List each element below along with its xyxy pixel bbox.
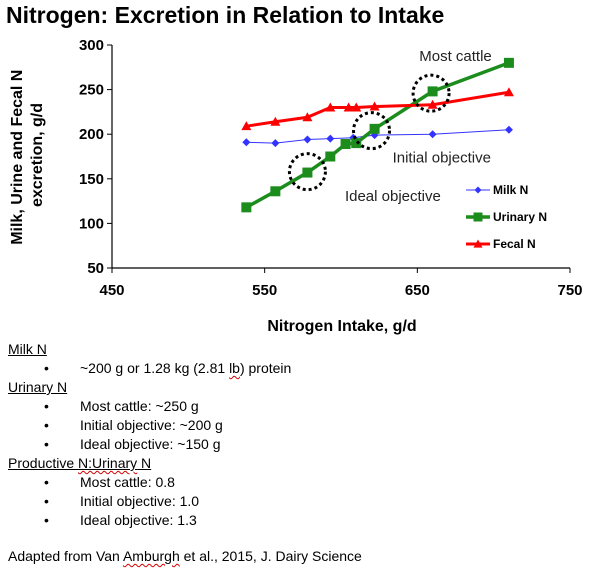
y-tick-label: 150 [79,171,104,188]
productive-n-heading: Productive N:Urinary N [8,454,291,473]
urinary-n-heading: Urinary N [8,379,68,395]
legend-item-fecal-n: Fecal N [466,237,536,251]
data-point-urinary-n [325,151,336,162]
excretion-chart: 50 100 150 200 250 300 450 550 650 750 Milk, Uri… [9,37,583,335]
data-point-milk-n [504,125,513,134]
legend-marker [474,186,482,194]
list-item: Most cattle: 0.8 [8,473,291,492]
annotation-label: Ideal objective [345,188,441,205]
annotation-label: Most cattle [419,48,492,65]
chart-legend: Milk N Urinary N Fecal N [466,183,547,251]
series-milk-n [242,125,513,148]
y-tick-label: 200 [79,126,104,143]
chart-axes [107,44,571,273]
source-citation: Adapted from Van Amburgh et al., 2015, J… [8,548,362,564]
data-point-urinary-n [340,139,351,150]
data-point-milk-n [242,138,251,147]
source-author: Amburgh [122,548,180,564]
list-item: Initial objective: 1.0 [8,492,291,511]
x-tick-labels: 450 550 650 750 [99,282,582,299]
data-point-fecal-n [270,116,281,126]
series-line-milk-n [246,129,509,144]
data-point-fecal-n [325,102,336,112]
list-item: ~200 g or 1.28 kg (2.81 lb) protein [8,359,291,378]
y-tick-label: 300 [79,37,104,54]
source-post: et al., 2015, J. Dairy Science [179,548,362,564]
legend-label: Urinary N [493,210,547,224]
x-tick-label: 650 [405,282,430,299]
data-point-urinary-n [427,86,438,97]
list-item: Most cattle: ~250 g [8,397,291,416]
data-point-urinary-n [270,186,281,197]
y-tick-label: 50 [87,260,104,277]
x-tick-label: 450 [99,282,124,299]
data-point-fecal-n [427,99,438,109]
list-item: Ideal objective: ~150 g [8,435,291,454]
milk-text-post: ) protein [239,360,292,376]
x-tick-label: 750 [557,282,582,299]
legend-label: Fecal N [493,237,536,251]
y-axis-label: Milk, Urine and Fecal N excretion, g/d [9,65,46,245]
data-point-urinary-n [241,202,252,213]
data-point-urinary-n [503,57,514,68]
urinary-n-list: Most cattle: ~250 g Initial objective: ~… [8,397,291,454]
highlight-circle [287,152,327,192]
y-axis-label-line-2: excretion, g/d [29,103,46,207]
legend-marker [473,239,483,248]
series-layer [241,57,514,213]
y-axis-label-line-1: Milk, Urine and Fecal N [9,70,26,245]
milk-text-pre: ~200 g or 1.28 kg (2.81 [80,360,230,376]
highlight-circles [287,73,451,192]
data-point-milk-n [271,139,280,148]
data-point-fecal-n [503,87,514,97]
data-point-fecal-n [351,102,362,112]
productive-heading-mark: N:Urinary [78,455,138,471]
data-point-milk-n [428,130,437,139]
productive-n-list: Most cattle: 0.8 Initial objective: 1.0 … [8,473,291,530]
chart-title: Nitrogen: Excretion in Relation to Intak… [6,2,445,28]
milk-n-heading: Milk N [8,341,47,357]
x-axis-label: Nitrogen Intake, g/d [267,318,416,335]
productive-heading-pre: Productive [8,455,79,471]
highlight-circle [411,73,451,113]
data-point-fecal-n [369,101,380,111]
data-point-urinary-n [302,167,313,178]
legend-marker [473,212,483,222]
annotations: Most cattle Initial objective Ideal object… [345,48,492,205]
source-pre: Adapted from Van [8,548,123,564]
data-point-fecal-n [241,121,252,131]
list-item: Initial objective: ~200 g [8,416,291,435]
list-item: Ideal objective: 1.3 [8,511,291,530]
data-point-fecal-n [302,112,313,122]
productive-heading-post: N [137,455,152,471]
data-point-urinary-n [351,138,362,149]
legend-label: Milk N [493,183,528,197]
data-point-milk-n [303,135,312,144]
milk-n-list: ~200 g or 1.28 kg (2.81 lb) protein [8,359,291,378]
series-fecal-n [241,87,514,131]
x-tick-label: 550 [252,282,277,299]
data-point-urinary-n [369,123,380,134]
y-tick-label: 250 [79,82,104,99]
legend-item-milk-n: Milk N [466,183,528,197]
annotation-label: Initial objective [393,150,491,167]
data-point-milk-n [326,134,335,143]
y-tick-labels: 50 100 150 200 250 300 [79,37,104,277]
data-point-fecal-n [343,102,354,112]
legend-item-urinary-n: Urinary N [466,210,547,224]
milk-text-unit: lb [229,360,240,376]
notes-section: Milk N ~200 g or 1.28 kg (2.81 lb) prote… [8,340,291,530]
highlight-circle [352,111,392,151]
y-tick-label: 100 [79,215,104,232]
